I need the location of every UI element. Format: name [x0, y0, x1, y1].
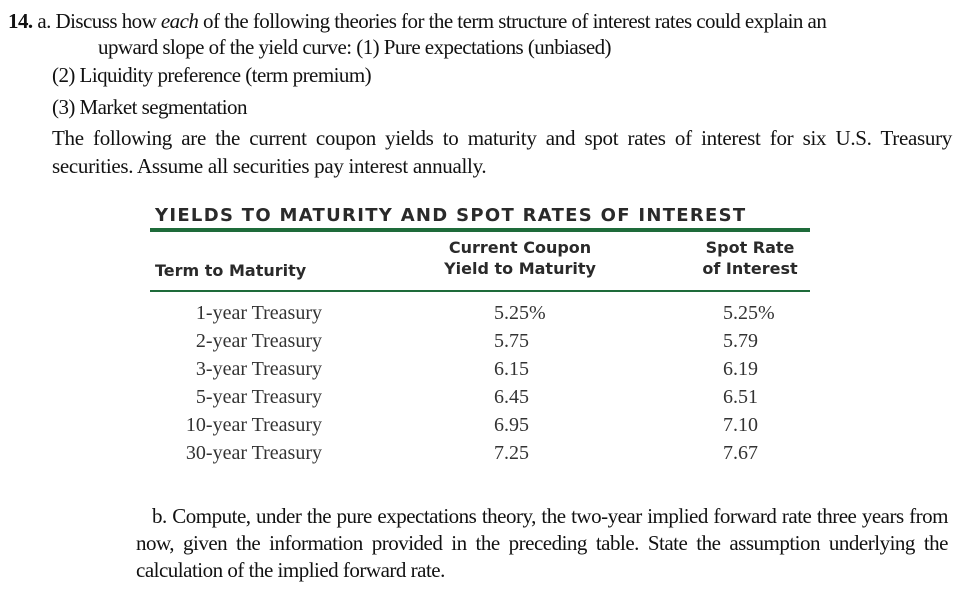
table-top-rule	[150, 228, 810, 232]
yields-table: YIELDS TO MATURITY AND SPOT RATES OF INT…	[150, 204, 810, 472]
table-intro-paragraph: The following are the current coupon yie…	[52, 126, 952, 178]
cell-term: 5-year Treasury	[195, 386, 322, 408]
cell-spot: 5.79	[723, 330, 758, 352]
cell-term: 1-year Treasury	[195, 302, 322, 324]
cell-ytm: 6.45	[494, 386, 529, 408]
header-spot-line-1: Spot Rate	[705, 238, 795, 257]
header-term-to-maturity: Term to Maturity	[155, 261, 307, 280]
table-header-rule	[150, 290, 810, 292]
header-ytm-line-1: Current Coupon	[448, 238, 592, 257]
table-title: YIELDS TO MATURITY AND SPOT RATES OF INT…	[155, 205, 747, 226]
cell-spot: 5.25%	[723, 302, 775, 324]
question-14-part-a-line-2: upward slope of the yield curve: (1) Pur…	[98, 35, 612, 59]
table-row: 2-year Treasury 5.75 5.79	[150, 330, 810, 358]
cell-ytm: 6.15	[494, 358, 529, 380]
cell-ytm: 5.25%	[494, 302, 546, 324]
question-number: 14.	[8, 9, 33, 33]
question-14-part-b: b. Compute, under the pure expectations …	[136, 503, 949, 584]
cell-term: 3-year Treasury	[195, 358, 322, 380]
header-spot-rate: Spot Rate of Interest	[675, 237, 825, 279]
header-yield-to-maturity: Current Coupon Yield to Maturity	[420, 237, 620, 279]
cell-spot: 6.51	[723, 386, 758, 408]
cell-ytm: 7.25	[494, 442, 529, 464]
cell-ytm: 6.95	[494, 414, 529, 436]
part-a-emphasis: each	[160, 9, 199, 33]
theory-option-2: (2) Liquidity preference (term premium)	[52, 63, 372, 87]
table-row: 30-year Treasury 7.25 7.67	[150, 442, 810, 470]
part-a-label: a.	[37, 9, 51, 33]
table-body: 1-year Treasury 5.25% 5.25% 2-year Treasur…	[150, 292, 810, 472]
cell-term: 10-year Treasury	[185, 414, 322, 436]
cell-ytm: 5.75	[494, 330, 529, 352]
table-row: 1-year Treasury 5.25% 5.25%	[150, 302, 810, 330]
header-ytm-line-2: Yield to Maturity	[444, 259, 596, 278]
table-row: 3-year Treasury 6.15 6.19	[150, 358, 810, 386]
theory-option-3: (3) Market segmentation	[52, 95, 248, 119]
question-14-part-a-line-1: 14. a. Discuss how each of the following…	[8, 8, 827, 34]
header-spot-line-2: of Interest	[702, 259, 798, 278]
part-a-text-pre: Discuss how	[55, 9, 161, 33]
table-header: Term to Maturity Current Coupon Yield to …	[150, 232, 810, 290]
table-row: 5-year Treasury 6.45 6.51	[150, 386, 810, 414]
cell-spot: 7.10	[723, 414, 758, 436]
cell-term: 2-year Treasury	[195, 330, 322, 352]
part-a-text-post: of the following theories for the term s…	[198, 9, 827, 33]
cell-term: 30-year Treasury	[185, 442, 322, 464]
cell-spot: 7.67	[723, 442, 758, 464]
part-b-text: b. Compute, under the pure expectations …	[136, 504, 949, 582]
table-row: 10-year Treasury 6.95 7.10	[150, 414, 810, 442]
cell-spot: 6.19	[723, 358, 758, 380]
